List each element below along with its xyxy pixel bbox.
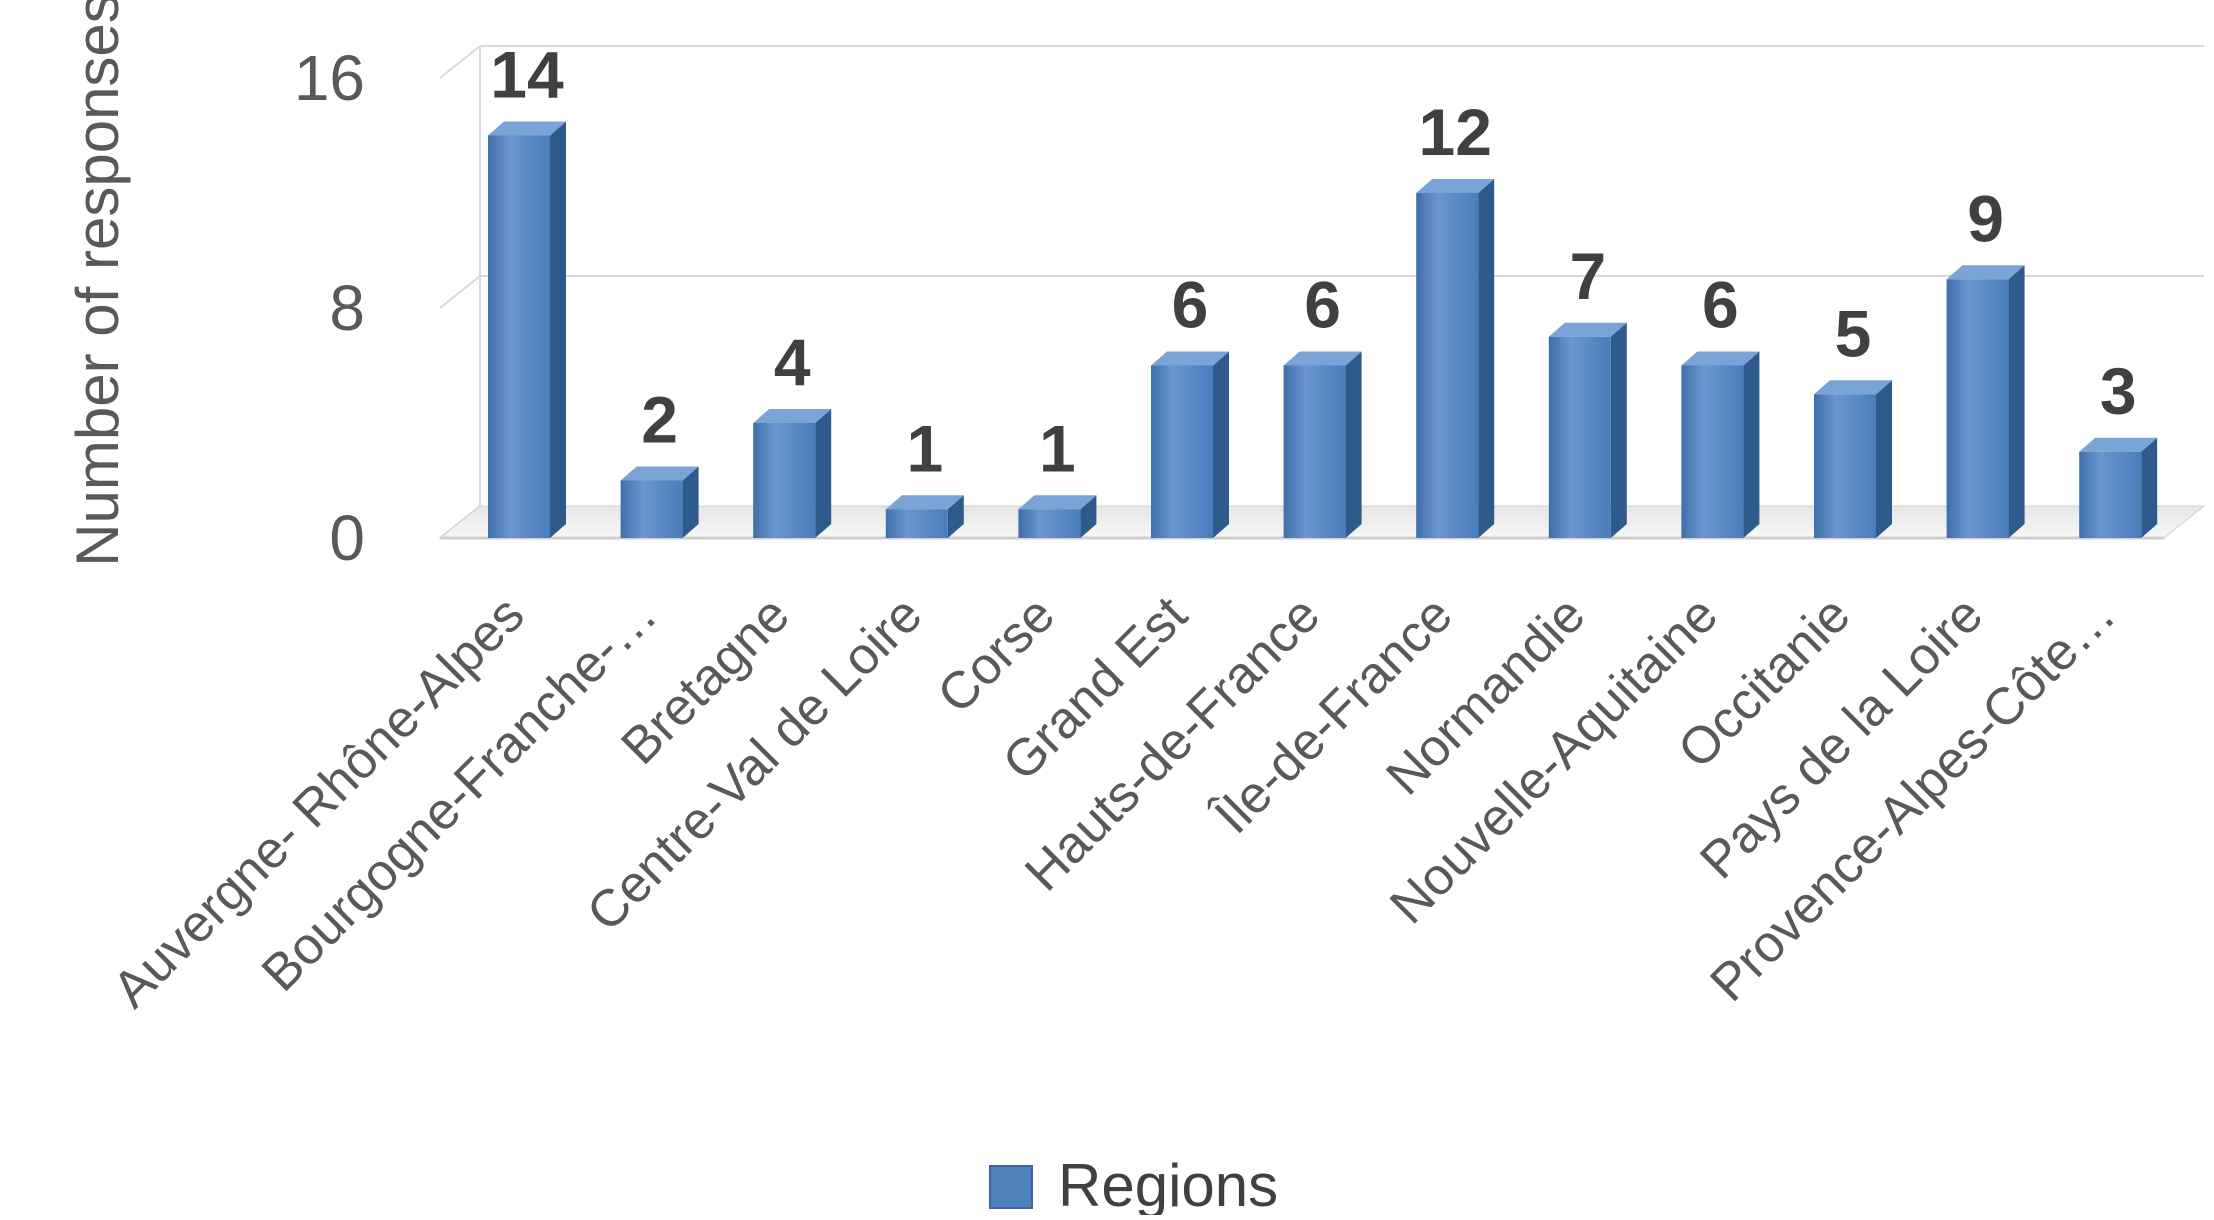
bar-front — [885, 509, 948, 538]
bar-front — [753, 423, 816, 538]
data-label: 7 — [1569, 239, 1606, 313]
bar-side — [1478, 179, 1495, 538]
bar — [1151, 351, 1229, 538]
bar — [1416, 179, 1495, 538]
bar-side — [682, 466, 699, 538]
bar-top — [1018, 495, 1097, 510]
bar-top — [1681, 351, 1760, 366]
data-label: 12 — [1418, 95, 1491, 169]
bar — [1946, 265, 2025, 538]
bar — [885, 495, 964, 538]
bar — [1681, 351, 1760, 538]
gridlines — [439, 45, 2204, 539]
data-label: 6 — [1702, 268, 1739, 342]
bar-side — [815, 409, 832, 538]
bar-top — [1283, 351, 1362, 366]
bar-front — [1151, 365, 1213, 538]
bar-top — [1548, 322, 1627, 337]
bar-side — [1080, 495, 1097, 538]
bar-top — [1946, 265, 2025, 280]
bar-side — [2008, 265, 2025, 538]
legend: Regions — [989, 1152, 1278, 1219]
bar — [620, 466, 699, 538]
bar — [1814, 380, 1892, 538]
legend-label: Regions — [1058, 1152, 1278, 1215]
bar — [2079, 437, 2158, 538]
bar-top — [488, 121, 566, 136]
data-label: 2 — [641, 383, 678, 457]
bar-side — [947, 495, 964, 538]
data-label: 6 — [1304, 268, 1341, 342]
bar-side — [1345, 351, 1362, 538]
bar-side — [550, 121, 566, 538]
bar-top — [1151, 351, 1229, 366]
bar-side — [1743, 351, 1760, 538]
data-label: 1 — [1039, 411, 1076, 485]
bar-side — [1213, 351, 1229, 538]
bar-top — [885, 495, 964, 510]
bars — [488, 121, 2158, 538]
y-axis-ticks: 0 8 16 — [294, 42, 365, 574]
y-tick-label: 16 — [294, 42, 365, 114]
bar — [1283, 351, 1362, 538]
bar-front — [1946, 279, 2009, 538]
data-label: 6 — [1172, 268, 1209, 342]
bar-top — [1416, 179, 1495, 193]
bar-top — [2079, 437, 2158, 452]
data-labels: 14 2 4 1 1 6 6 12 7 6 5 9 3 — [490, 38, 2136, 486]
y-axis-label: Number of responses — [64, 0, 131, 567]
data-label: 9 — [1967, 181, 2004, 255]
bar-front — [1548, 336, 1611, 538]
bar-front — [2079, 451, 2142, 538]
data-label: 5 — [1835, 296, 1872, 370]
data-label: 3 — [2100, 354, 2137, 428]
bar-side — [2141, 437, 2158, 538]
bar-front — [1416, 193, 1479, 538]
bar-top — [1814, 380, 1892, 395]
bar — [1018, 495, 1097, 538]
bar-front — [1283, 365, 1346, 538]
bar-front — [1814, 394, 1876, 538]
bar-side — [1610, 322, 1627, 538]
bar-top — [620, 466, 699, 481]
bar-front — [488, 135, 550, 538]
bar — [1548, 322, 1627, 538]
bar — [488, 121, 566, 538]
data-label: 1 — [906, 411, 943, 485]
bar-top — [753, 409, 832, 423]
bar — [753, 409, 832, 538]
y-tick-label: 8 — [329, 272, 365, 344]
gridline-diagonal — [439, 45, 481, 79]
bar-front — [1681, 365, 1744, 538]
legend-swatch — [989, 1165, 1033, 1209]
bar-front — [620, 480, 683, 538]
data-label: 4 — [774, 325, 811, 399]
data-label: 14 — [490, 38, 564, 112]
gridline-diagonal — [439, 275, 481, 309]
x-axis-ticks: Auvergne- Rhône-AlpesBourgogne-Franche-…… — [102, 585, 2127, 1019]
y-tick-label: 0 — [329, 502, 365, 574]
bar-front — [1018, 509, 1081, 538]
bar-side — [1876, 380, 1892, 538]
